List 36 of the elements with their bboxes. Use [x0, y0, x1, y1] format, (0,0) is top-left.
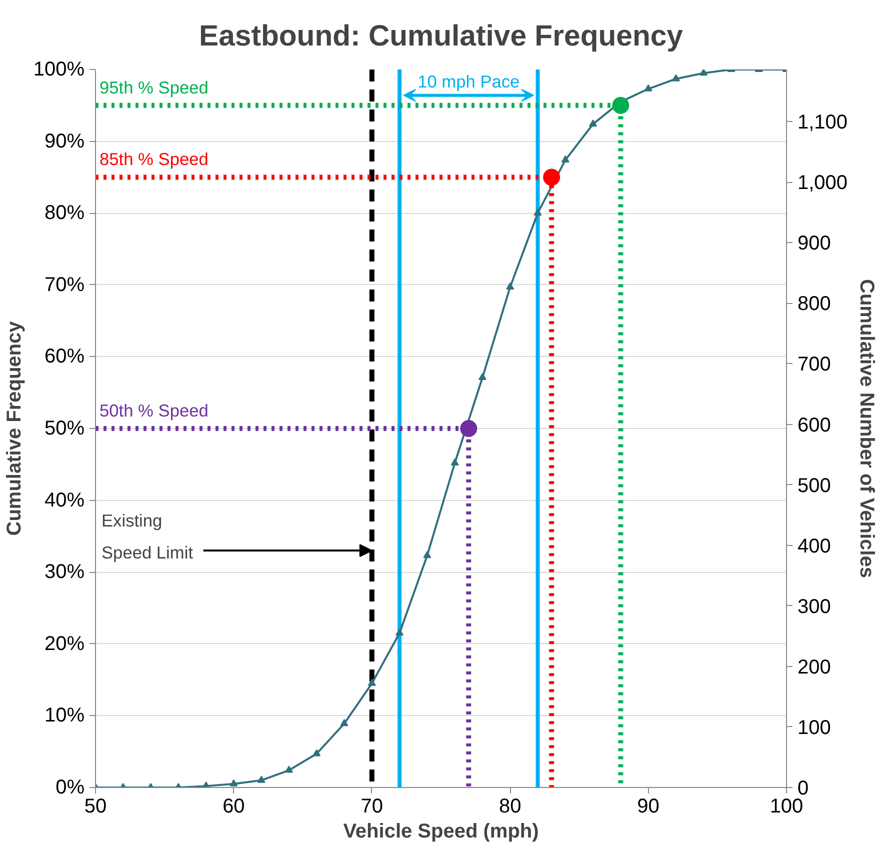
y-tick-label: 40%: [44, 489, 85, 512]
annotation: Existing Speed Limit: [102, 510, 194, 563]
series-label: 85th % Speed: [100, 149, 208, 170]
x-tick-label: 60: [222, 796, 245, 818]
y2-tick-label: 200: [798, 656, 831, 678]
x-tick-label: 80: [498, 796, 522, 818]
y2-tick-label: 300: [798, 596, 831, 618]
y2-tick-label: 600: [798, 414, 831, 436]
y2-tick-label: 800: [798, 293, 831, 316]
y2-tick-label: 400: [798, 535, 831, 558]
chart-title: Eastbound: Cumulative Frequency: [199, 20, 684, 52]
y2-axis-title: Cumulative Number of Vehicles: [856, 279, 878, 578]
y2-tick-label: 700: [798, 354, 831, 376]
y-axis-title: Cumulative Frequency: [3, 320, 26, 536]
x-tick-label: 50: [84, 796, 107, 818]
y-tick-label: 50%: [44, 418, 85, 440]
y2-tick-label: 1,000: [798, 172, 848, 194]
x-axis-title: Vehicle Speed (mph): [343, 820, 539, 842]
y-tick-label: 90%: [44, 130, 85, 152]
y-tick-label: 60%: [44, 346, 85, 368]
y-tick-label: 10%: [44, 704, 85, 727]
y-tick-label: 70%: [44, 274, 85, 296]
y-tick-label: 20%: [44, 632, 85, 655]
y2-tick-label: 500: [798, 474, 831, 497]
y-tick-label: 0%: [56, 776, 85, 798]
series-label: 50th % Speed: [100, 400, 208, 420]
y2-tick-label: 1,100: [798, 112, 848, 134]
series-label: 95th % Speed: [100, 77, 208, 98]
annotation: 10 mph Pace: [418, 72, 520, 92]
y2-tick-label: 100: [798, 716, 831, 739]
y-tick-label: 30%: [44, 561, 85, 584]
y2-tick-label: 900: [798, 232, 831, 255]
y-tick-label: 100%: [33, 58, 85, 80]
x-tick-label: 90: [637, 796, 660, 818]
y-tick-label: 80%: [44, 202, 85, 224]
x-tick-label: 70: [360, 796, 384, 818]
